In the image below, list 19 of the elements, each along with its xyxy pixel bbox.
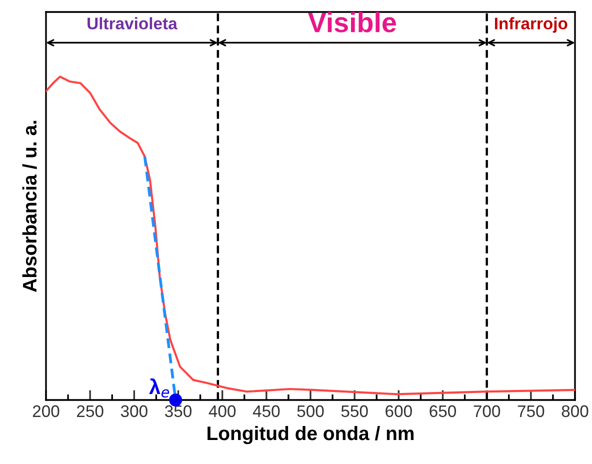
x-tick-label: 500 [297,405,324,418]
text: Infrarrojo [494,17,568,33]
x-tick-label: 300 [120,405,148,418]
text: Ultravioleta [88,17,178,30]
x-tick-label: 400 [208,405,236,418]
y-axis-title: Absorbancia / u. a. [22,120,37,292]
x-tick-label: 550 [341,405,368,418]
x-tick-label: 350 [164,405,192,418]
x-tick-label: 450 [252,405,280,418]
x-tick-label: 700 [474,405,500,418]
x-tick-label: 750 [518,405,544,418]
x-tick-label: 200 [32,405,60,418]
x-tick-label: 650 [430,405,456,418]
x-axis-title: Longitud de onda / nm [208,426,414,444]
annotation: λ$_{e}$ [149,378,170,398]
x-tick-label: 600 [386,405,412,418]
x-tick-label: 250 [77,405,104,418]
text: Visible [308,12,396,32]
x-tick-label: 800 [562,405,588,418]
